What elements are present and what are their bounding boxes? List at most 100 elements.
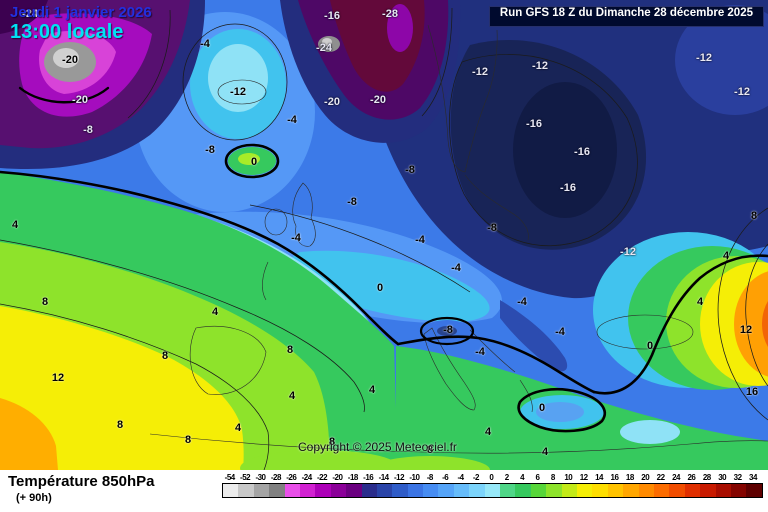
- legend-value: -28: [270, 473, 282, 482]
- region-yellow-iberia: [0, 306, 244, 470]
- region-navy-coldest: [513, 82, 617, 218]
- region-palecyan-turkey: [620, 420, 680, 444]
- legend-color-cell: [638, 484, 654, 497]
- legend-color-cell: [361, 484, 377, 497]
- forecast-time: 13:00 locale: [10, 21, 124, 43]
- legend-color-cell: [238, 484, 254, 497]
- region-cyan-central-europe: [289, 250, 490, 322]
- legend-value: 8: [550, 473, 555, 482]
- temperature-label: -12: [230, 86, 246, 98]
- region-deeporange-east: [762, 301, 768, 347]
- temperature-label: 8: [116, 419, 124, 431]
- temperature-label: 0: [376, 282, 384, 294]
- legend-color-cell: [438, 484, 454, 497]
- legend-value: 2: [504, 473, 509, 482]
- forecast-hour: (+ 90h): [16, 492, 52, 504]
- temperature-label: 4: [696, 296, 704, 308]
- legend-color-cell: [253, 484, 270, 497]
- temperature-label: 16: [745, 386, 759, 398]
- temperature-label: 8: [750, 210, 758, 222]
- forecast-date: Jeudi 1 janvier 2026: [10, 4, 152, 21]
- temperature-label: 4: [211, 306, 219, 318]
- temperature-label: 8: [161, 350, 169, 362]
- legend-value: -8: [426, 473, 434, 482]
- temperature-label: 4: [541, 446, 549, 458]
- legend-value: 24: [672, 473, 680, 482]
- temperature-label: -4: [555, 326, 565, 338]
- legend-color-cell: [223, 484, 239, 497]
- legend-color-cell: [407, 484, 424, 497]
- legend-color-cell: [330, 484, 347, 497]
- temperature-label: 4: [368, 384, 376, 396]
- legend-color-cell: [376, 484, 393, 497]
- legend-value: -30: [255, 473, 266, 482]
- temperature-label: -20: [62, 54, 78, 66]
- run-info-banner: Run GFS 18 Z du Dimanche 28 décembre 202…: [488, 6, 764, 27]
- temperature-label: 8: [184, 434, 192, 446]
- legend-color-cell: [623, 484, 639, 497]
- legend-value: -4: [457, 473, 464, 482]
- legend-color-cell: [284, 484, 300, 497]
- legend-value: 18: [625, 473, 634, 482]
- region-yellowgreen-atlantic-spot: [238, 153, 260, 165]
- legend-bar: Température 850hPa (+ 90h) -54 -52 -30 -28-…: [0, 470, 768, 512]
- temperature-label: 0: [250, 156, 258, 168]
- legend-color-cell: [669, 484, 685, 497]
- legend-color-cell: [607, 484, 624, 497]
- copyright-text: Copyright © 2025 Meteociel.fr: [298, 440, 457, 454]
- legend-value: 32: [733, 473, 742, 482]
- temperature-label: -12: [472, 66, 488, 78]
- legend-value: -26: [286, 473, 297, 482]
- legend-color-cell: [561, 484, 577, 497]
- forecast-datetime: Jeudi 1 janvier 2026 13:00 locale: [10, 4, 152, 44]
- legend-value: 26: [687, 473, 696, 482]
- legend-color-cell: [576, 484, 593, 497]
- map-title: Température 850hPa: [8, 473, 155, 490]
- temperature-label: 0: [646, 340, 654, 352]
- temperature-label: 8: [286, 344, 294, 356]
- temperature-label: -4: [517, 296, 527, 308]
- legend-value: -6: [442, 473, 449, 482]
- legend-values: -54 -52 -30 -28 -26 -24 -22 -20 -18 -16 -14 -12 -10-…: [222, 473, 763, 482]
- temperature-label: -16: [560, 182, 576, 194]
- region-navy-alps-dot: [437, 326, 457, 336]
- legend-value: -10: [409, 473, 420, 482]
- legend-color-cell: [700, 484, 716, 497]
- legend-value: 16: [610, 473, 619, 482]
- legend-color-cell: [592, 484, 608, 497]
- legend-value: -12: [393, 473, 405, 482]
- legend-value: -18: [347, 473, 359, 482]
- temperature-label: -12: [734, 86, 750, 98]
- legend-value: -24: [301, 473, 313, 482]
- legend-colorbar: [222, 483, 763, 498]
- legend-value: 10: [564, 473, 573, 482]
- temperature-label: -8: [487, 222, 497, 234]
- temperature-legend: -54 -52 -30 -28 -26 -24 -22 -20 -18 -16 -14 -12 -10-…: [222, 473, 763, 498]
- legend-color-cell: [730, 484, 747, 497]
- isotherm-zero-bold: [0, 86, 768, 433]
- temperature-label: 4: [722, 250, 730, 262]
- temperature-label: -4: [451, 262, 461, 274]
- temperature-label: -12: [696, 52, 712, 64]
- legend-color-cell: [315, 484, 331, 497]
- legend-value: -2: [472, 473, 480, 482]
- legend-value: 20: [641, 473, 650, 482]
- region-orange-bottomleft: [0, 398, 58, 470]
- temperature-label: -4: [291, 232, 301, 244]
- temperature-label: -8: [405, 164, 415, 176]
- region-lightgray-core-svalbard: [322, 38, 332, 46]
- temperature-map: -24 -20 -20 -8 -4 -12 -8 0 -4 -16 -28 -24 -20 -20 -12 -…: [0, 0, 768, 470]
- temperature-label: -4: [415, 234, 425, 246]
- temperature-label: -16: [526, 118, 542, 130]
- legend-color-cell: [299, 484, 316, 497]
- legend-color-cell: [546, 484, 562, 497]
- legend-value: 30: [718, 473, 727, 482]
- region-navy-balkan-tongue: [500, 300, 568, 372]
- temperature-label: -4: [475, 346, 485, 358]
- temperature-label: -8: [443, 324, 453, 336]
- legend-value: -54: [224, 473, 236, 482]
- temperature-label: -12: [532, 60, 548, 72]
- legend-color-cell: [269, 484, 285, 497]
- legend-value: 22: [656, 473, 665, 482]
- temperature-label: -8: [83, 124, 93, 136]
